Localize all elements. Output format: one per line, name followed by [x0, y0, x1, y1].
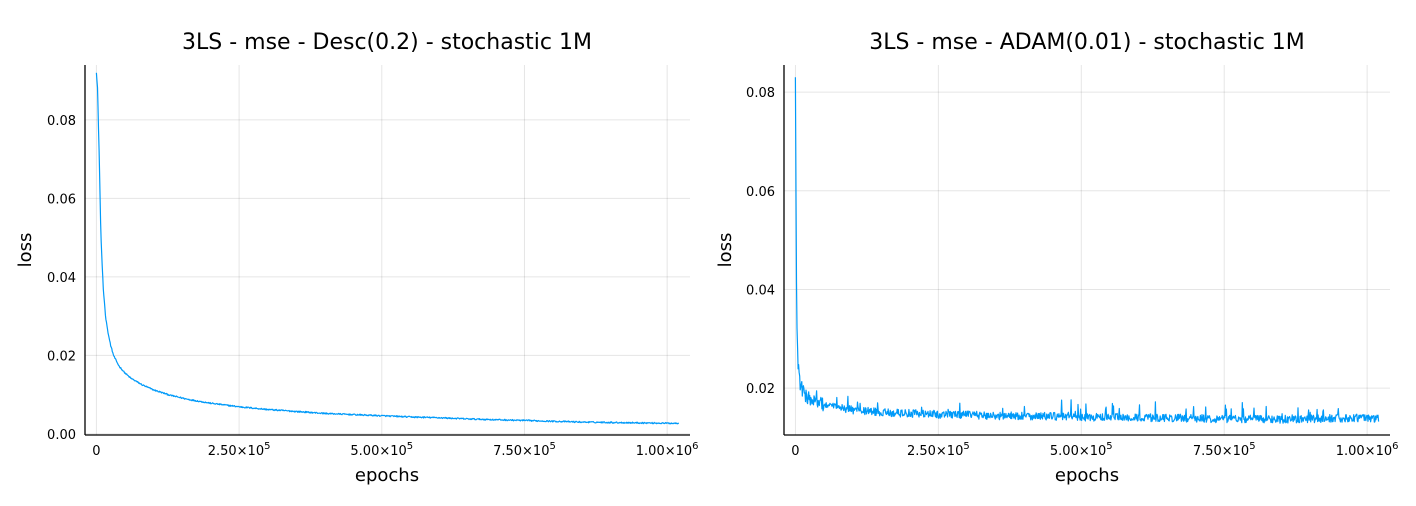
left-x-tick-label-3: 7.50×105 — [493, 441, 556, 459]
left-gridlines — [85, 65, 690, 435]
right-x-axis-label: epochs — [1055, 465, 1119, 486]
left-x-ticks: 0 2.50×105 5.00×105 7.50×105 1.00×106 — [92, 441, 698, 459]
left-y-tick-label-0: 0.00 — [47, 428, 76, 443]
left-x-tick-label-1: 2.50×105 — [208, 441, 271, 459]
left-y-axis-label: loss — [15, 233, 36, 268]
right-x-tick-label-0: 0 — [791, 444, 799, 459]
left-x-tick-label-2: 5.00×105 — [350, 441, 413, 459]
left-x-tick-label-0: 0 — [92, 444, 100, 459]
left-x-axis-label: epochs — [355, 465, 419, 486]
left-series-line — [95, 72, 680, 425]
left-y-ticks: 0.00 0.02 0.04 0.06 0.08 — [47, 114, 76, 443]
right-x-tick-label-1: 2.50×105 — [907, 441, 970, 459]
left-chart-title: 3LS - mse - Desc(0.2) - stochastic 1M — [182, 30, 592, 55]
right-loss-line — [794, 77, 1380, 424]
right-y-tick-label-3: 0.08 — [746, 86, 775, 101]
right-y-tick-label-0: 0.02 — [746, 382, 775, 397]
right-x-tick-label-4: 1.00×106 — [1336, 441, 1399, 459]
right-y-ticks: 0.02 0.04 0.06 0.08 — [746, 86, 775, 397]
left-y-tick-label-4: 0.08 — [47, 114, 76, 129]
left-y-tick-label-1: 0.02 — [47, 349, 76, 364]
right-x-tick-label-2: 5.00×105 — [1050, 441, 1113, 459]
right-series-line — [794, 77, 1380, 424]
right-x-ticks: 0 2.50×105 5.00×105 7.50×105 1.00×106 — [791, 441, 1398, 459]
right-y-tick-label-1: 0.04 — [746, 283, 775, 298]
right-gridlines — [784, 65, 1390, 435]
right-chart-title: 3LS - mse - ADAM(0.01) - stochastic 1M — [869, 30, 1305, 55]
left-y-tick-label-2: 0.04 — [47, 271, 76, 286]
right-x-tick-label-3: 7.50×105 — [1193, 441, 1256, 459]
left-chart: 3LS - mse - Desc(0.2) - stochastic 1M 0.… — [15, 30, 699, 486]
right-chart: 3LS - mse - ADAM(0.01) - stochastic 1M 0… — [715, 30, 1399, 486]
right-y-axis-label: loss — [715, 233, 736, 268]
left-loss-line — [95, 72, 680, 425]
right-y-tick-label-2: 0.06 — [746, 185, 775, 200]
left-y-tick-label-3: 0.06 — [47, 192, 76, 207]
left-x-tick-label-4: 1.00×106 — [636, 441, 699, 459]
